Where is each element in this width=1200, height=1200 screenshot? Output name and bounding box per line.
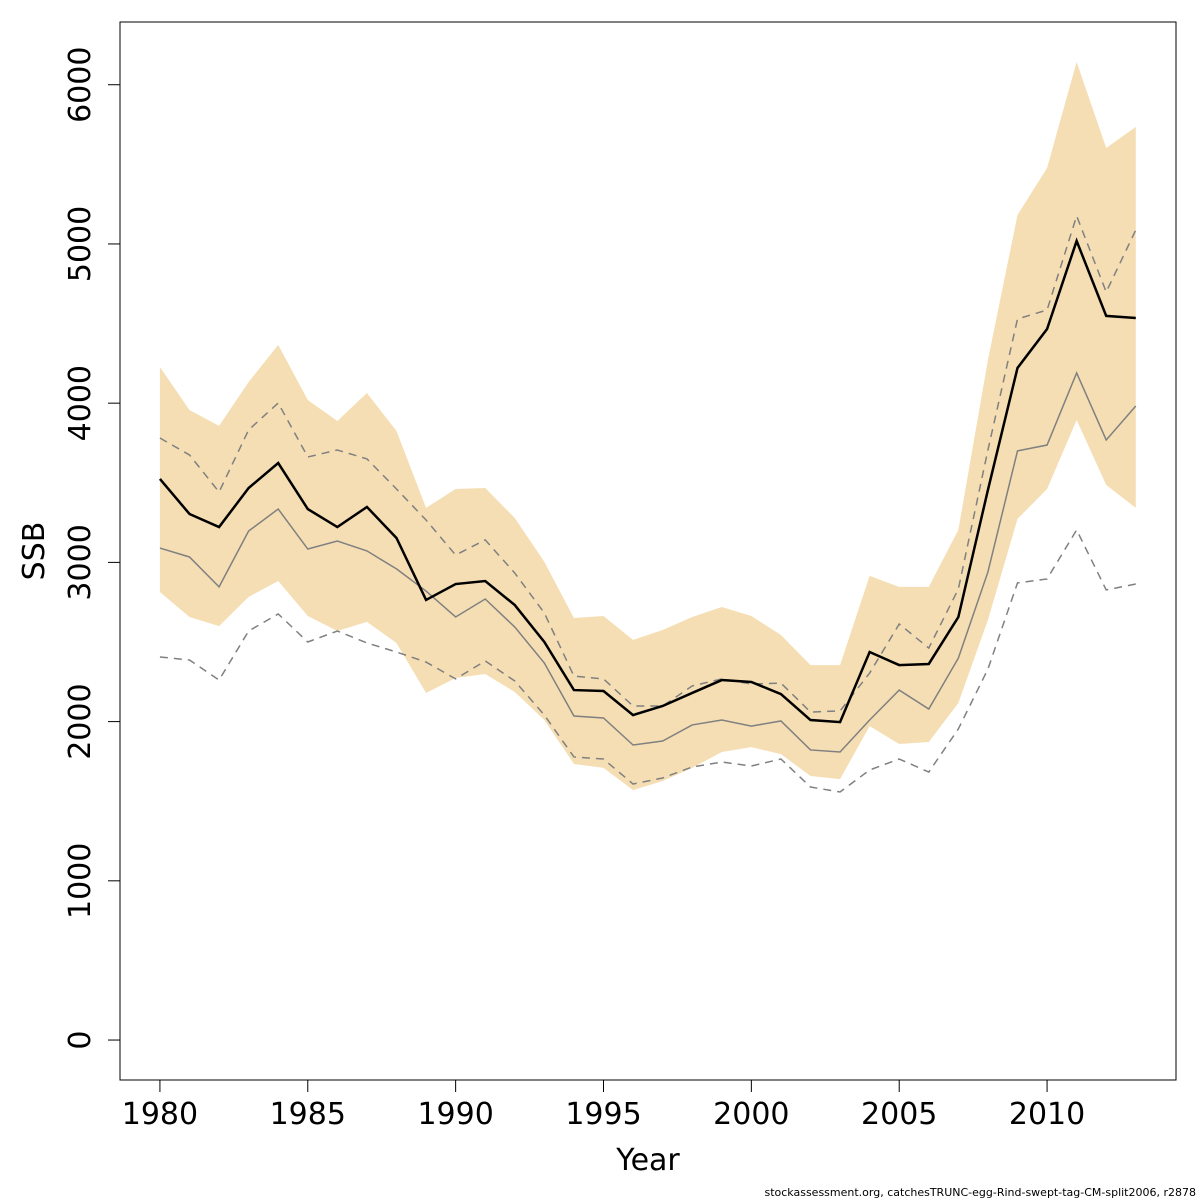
y-tick-label: 5000 [63, 206, 98, 282]
y-tick-label: 4000 [63, 365, 98, 441]
series-line [159, 213, 1137, 713]
footnote: stockassessment.org, catchesTRUNC-egg-Ri… [764, 1186, 1196, 1199]
plot-frame [119, 21, 1177, 1081]
y-tick-label: 2000 [63, 683, 98, 759]
y-axis-label: SSB [17, 522, 52, 581]
x-tick-label: 1990 [417, 1097, 493, 1132]
x-tick-label: 1980 [122, 1097, 198, 1132]
y-tick-label: 3000 [63, 524, 98, 600]
x-tick-label: 1985 [270, 1097, 346, 1132]
y-tick-label: 6000 [63, 47, 98, 123]
y-tick-label: 0 [63, 1030, 98, 1049]
series-line [158, 237, 1136, 724]
series-line [159, 370, 1137, 753]
confidence-band [159, 61, 1136, 791]
x-tick-label: 2010 [1009, 1097, 1085, 1132]
x-tick-label: 2005 [861, 1097, 937, 1132]
x-tick-label: 2000 [713, 1097, 789, 1132]
y-tick-label: 1000 [63, 843, 98, 919]
x-axis-label: Year [615, 1143, 680, 1178]
series-line [159, 528, 1136, 793]
x-tick-label: 1995 [565, 1097, 641, 1132]
